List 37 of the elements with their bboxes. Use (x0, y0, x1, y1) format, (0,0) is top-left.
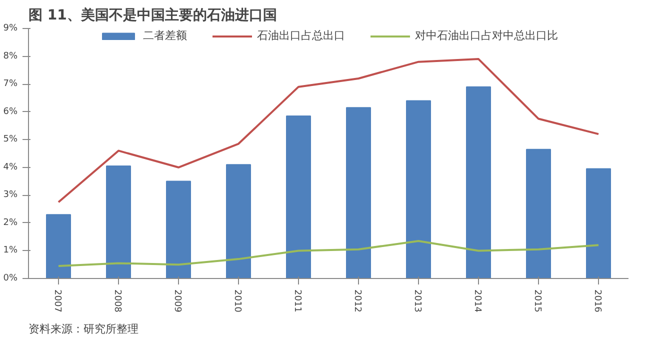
y-tick-label: 4% (3, 162, 18, 172)
x-tick-label: 2013 (412, 290, 422, 312)
bar (226, 164, 251, 278)
y-tick-label: 6% (3, 106, 18, 117)
bar (406, 100, 431, 278)
y-tick-label: 3% (3, 190, 18, 200)
x-tick-label: 2016 (592, 290, 602, 313)
line-series (58, 240, 600, 267)
legend-label: 对中石油出口占对中总出口比 (415, 28, 558, 43)
x-tick-label: 2011 (292, 290, 302, 312)
legend-label: 石油出口占总出口 (257, 28, 345, 43)
y-tick-label: 9% (3, 24, 18, 34)
y-tick-label: 1% (3, 246, 18, 256)
bar (586, 168, 611, 278)
y-tick-label: 7% (3, 79, 18, 90)
x-tick-label: 2014 (472, 290, 482, 313)
x-tick-label: 2008 (112, 290, 122, 313)
x-tick-label: 2010 (232, 290, 242, 313)
chart-title: 图 11、美国不是中国主要的石油进口国 (28, 6, 277, 24)
x-tick-label: 2012 (352, 290, 362, 312)
text: 资料来源：研究所整理 (28, 322, 138, 336)
bar (526, 148, 551, 278)
bar (106, 166, 131, 278)
y-tick-label: 0% (3, 274, 18, 284)
bar (286, 116, 311, 278)
y-tick-label: 5% (3, 134, 18, 145)
x-tick-label: 2015 (532, 290, 542, 312)
y-tick-label: 8% (3, 51, 18, 62)
x-tick-label: 2007 (52, 290, 62, 312)
y-tick-label: 2% (3, 218, 18, 228)
x-tick-label: 2009 (172, 290, 182, 313)
bar (166, 180, 191, 278)
bar (346, 107, 371, 278)
line-series (58, 58, 600, 204)
bar (466, 86, 491, 278)
legend-label: 二者差额 (143, 28, 187, 43)
bar (46, 214, 71, 278)
